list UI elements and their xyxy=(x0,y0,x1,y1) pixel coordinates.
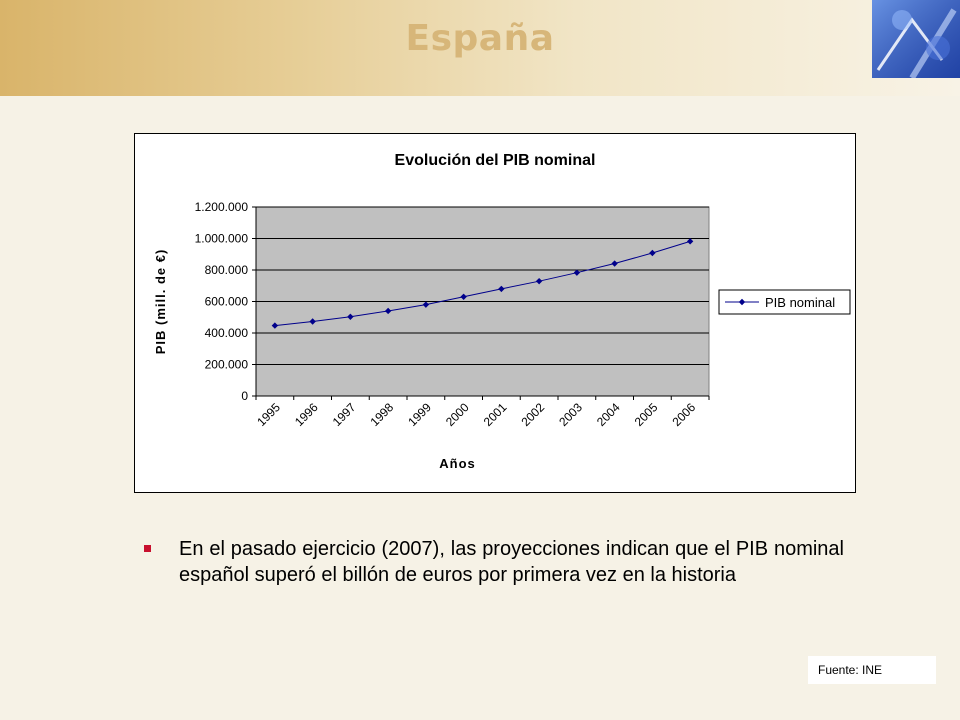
source-note: Fuente: INE xyxy=(808,656,936,684)
x-tick-label: 2001 xyxy=(481,400,510,429)
y-axis-label: PIB (mill. de €) xyxy=(153,249,168,355)
legend-marker xyxy=(738,298,746,306)
bullet-list: En el pasado ejercicio (2007), las proye… xyxy=(144,536,844,588)
y-tick-label: 200.000 xyxy=(205,358,249,372)
data-point xyxy=(686,238,694,245)
x-tick-label: 1996 xyxy=(292,400,321,429)
data-point xyxy=(422,301,430,308)
x-tick-label: 1995 xyxy=(254,400,283,429)
corner-decoration-icon xyxy=(872,0,960,78)
pib-line-chart: Evolución del PIB nominal 0 200.000 400.000… xyxy=(153,152,851,471)
x-tick-label: 2002 xyxy=(518,400,547,429)
y-tick-label: 1.000.000 xyxy=(195,232,249,246)
x-tick-label: 1997 xyxy=(330,400,359,429)
y-tick-label: 1.200.000 xyxy=(195,200,249,214)
data-point xyxy=(309,318,316,325)
chart-title: Evolución del PIB nominal xyxy=(395,152,596,169)
x-tick-label: 1998 xyxy=(367,400,396,429)
data-point xyxy=(611,260,618,267)
legend-label: PIB nominal xyxy=(765,295,835,310)
chart-container: Evolución del PIB nominal 0 200.000 400.000… xyxy=(134,133,856,493)
y-tick-label: 800.000 xyxy=(205,263,249,277)
data-point xyxy=(573,269,581,276)
bullet-square-icon xyxy=(144,545,151,552)
data-point xyxy=(460,293,467,300)
y-tick-label: 600.000 xyxy=(205,295,249,309)
y-tick-label: 0 xyxy=(241,389,248,403)
x-tick-label: 2005 xyxy=(632,400,661,429)
bullet-text: En el pasado ejercicio (2007), las proye… xyxy=(179,538,844,586)
slide-title: España xyxy=(405,18,555,59)
slide-header xyxy=(0,0,960,96)
data-point xyxy=(649,249,656,257)
x-tick-label: 2000 xyxy=(443,400,472,429)
x-tick-label: 1999 xyxy=(405,400,434,429)
y-tick-label: 400.000 xyxy=(205,326,249,340)
x-tick-label: 2003 xyxy=(556,400,585,429)
data-point xyxy=(535,277,543,285)
series-line-pib-nominal xyxy=(274,240,691,327)
x-tick-label: 2006 xyxy=(669,400,698,429)
data-point xyxy=(384,307,392,315)
data-point xyxy=(498,285,505,293)
x-axis-label: Años xyxy=(439,456,476,471)
x-tick-label: 2004 xyxy=(594,400,623,429)
